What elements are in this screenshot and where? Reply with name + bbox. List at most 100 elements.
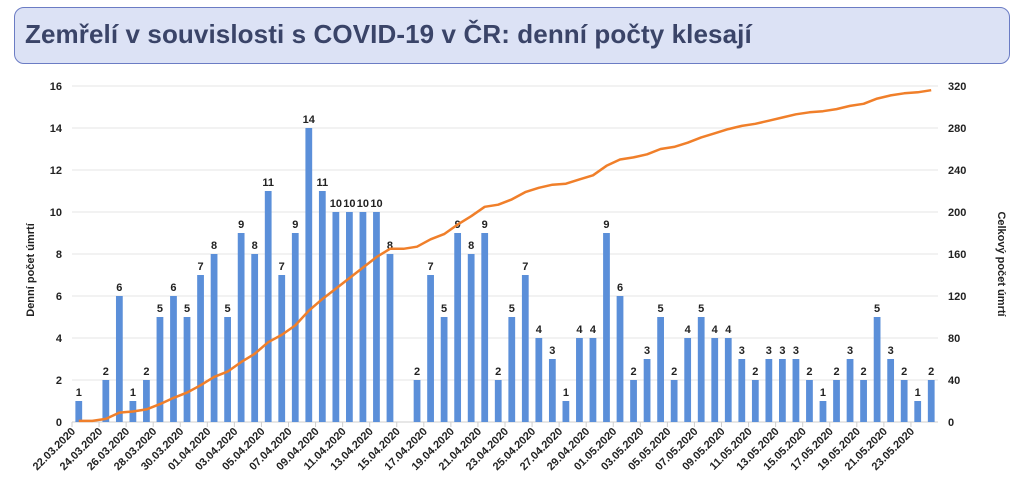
data-label: 1 [563,387,569,399]
bar [332,212,340,422]
page-title: Zemřelí v souvislosti s COVID-19 v ČR: d… [25,19,752,49]
data-label: 2 [414,366,420,378]
y2-tick-label: 160 [948,249,966,261]
bar [197,275,204,422]
data-label: 2 [861,366,867,378]
data-label: 7 [522,261,528,273]
bar [264,191,272,422]
data-label: 5 [874,303,880,315]
bar [914,401,922,422]
y2-tick-label: 120 [948,291,966,303]
bar [819,401,827,422]
data-label: 5 [225,303,231,315]
data-label: 3 [644,345,650,357]
bar [779,359,786,422]
bar [724,338,732,422]
data-label: 1 [820,387,826,399]
y2-tick-label: 200 [948,207,966,219]
bar [224,317,231,422]
bar [278,275,286,422]
bar [900,380,908,422]
data-label: 11 [262,177,274,189]
data-label: 9 [603,219,609,231]
bar [806,380,813,422]
bar [359,212,367,422]
bar [630,380,637,422]
data-label: 6 [617,282,623,294]
data-label: 2 [103,366,109,378]
y-tick-label: 12 [50,165,62,177]
bar [481,233,489,422]
bar [792,359,800,422]
data-label: 2 [806,366,812,378]
data-label: 10 [330,198,342,210]
y2-tick-label: 80 [948,333,960,345]
y-axis-label: Denní počet úmrtí [25,222,37,316]
data-label: 6 [116,282,122,294]
bar [697,317,705,422]
cumulative-line [78,88,932,423]
bar [603,233,610,422]
title-box: Zemřelí v souvislosti s COVID-19 v ČR: d… [14,7,1010,64]
bar [413,380,421,422]
data-label: 2 [928,366,934,378]
bar [305,128,313,422]
y-tick-label: 10 [50,207,62,219]
bar [548,359,556,422]
data-label: 2 [630,366,636,378]
bar [318,191,326,422]
data-label: 10 [357,198,369,210]
bar [440,317,448,422]
data-label: 11 [317,177,329,189]
data-label: 8 [211,240,217,252]
data-label: 8 [252,240,258,252]
y-tick-label: 14 [50,123,63,135]
data-label: 1 [915,387,921,399]
y-tick-label: 16 [50,81,62,93]
y-tick-label: 4 [56,333,63,345]
y2-axis-label: Celkový počet úmrtí [995,211,1007,317]
data-label: 2 [671,366,677,378]
data-label: 1 [76,387,82,399]
y-tick-label: 6 [56,291,62,303]
bar [156,317,164,422]
data-label: 5 [509,303,515,315]
data-label: 10 [370,198,382,210]
y-tick-label: 2 [56,375,62,387]
bar [454,233,462,422]
bar [237,233,245,422]
bar [494,380,502,422]
data-label: 3 [847,345,853,357]
bar [576,338,583,422]
bar [535,338,543,422]
bar [143,380,150,422]
y2-tick-label: 240 [948,165,966,177]
bar [589,338,597,422]
data-label: 3 [779,345,785,357]
bar [467,254,475,422]
bar [102,380,110,422]
bar [765,359,773,422]
bar [873,317,881,422]
bar [427,275,434,422]
bar [684,338,692,422]
bar [508,317,516,422]
data-label: 10 [343,198,355,210]
bar [738,359,746,422]
data-label: 4 [712,324,719,336]
data-label: 14 [303,114,316,126]
data-label: 4 [590,324,597,336]
data-label: 2 [752,366,758,378]
data-label: 4 [576,324,583,336]
bar [521,275,529,422]
bar [251,254,259,422]
bar [75,401,83,422]
data-label: 9 [292,219,298,231]
data-label: 3 [739,345,745,357]
data-label: 2 [495,366,501,378]
y-tick-label: 8 [56,249,62,261]
data-label: 5 [698,303,704,315]
data-label: 7 [197,261,203,273]
bar [170,296,177,422]
